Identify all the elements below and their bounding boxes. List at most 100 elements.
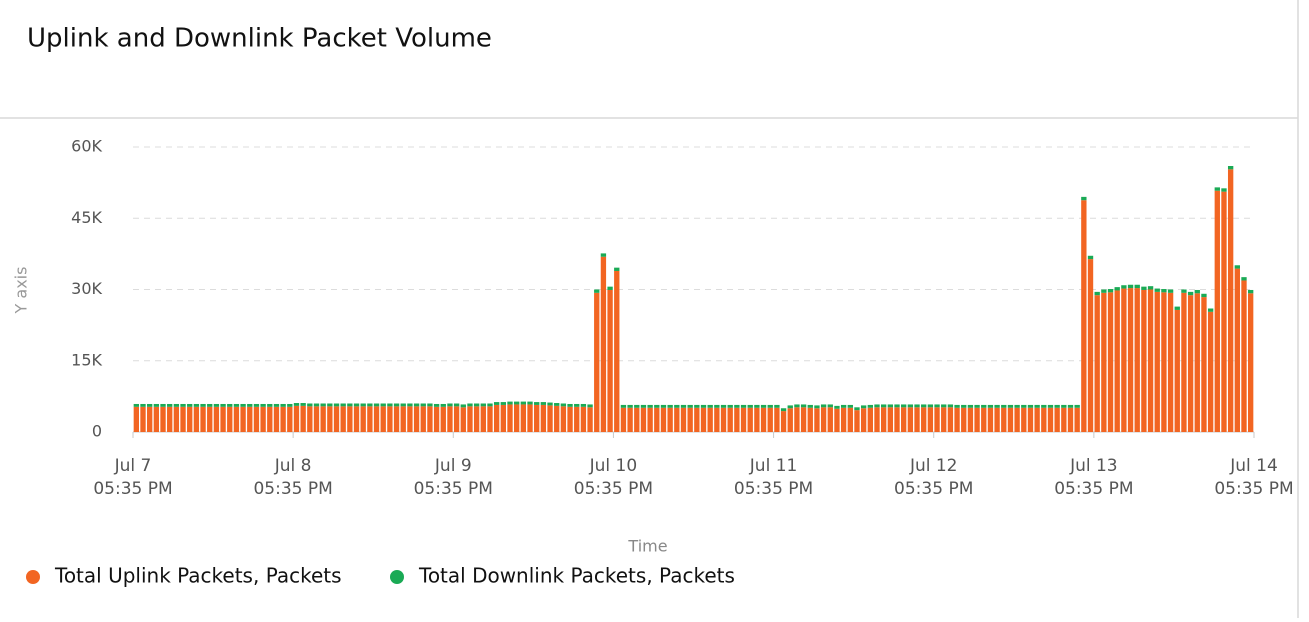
bar-segment — [387, 403, 393, 407]
bar-segment — [1014, 404, 1020, 408]
bar-segment — [594, 289, 600, 293]
bar-segment — [540, 402, 547, 405]
bar-segment — [493, 402, 500, 405]
bar-segment — [714, 404, 720, 408]
bar-segment — [1234, 268, 1240, 432]
bar-segment — [1187, 291, 1194, 296]
bar-segment — [780, 408, 787, 412]
bar-segment — [1047, 404, 1054, 408]
bar-segment — [1094, 295, 1100, 432]
bar-segment — [1227, 169, 1234, 432]
x-tick-time: 05:35 PM — [253, 479, 332, 499]
x-tick-label: Jul 14 05:35 PM — [1214, 456, 1293, 499]
bar-segment — [814, 408, 820, 432]
bar-segment — [367, 403, 373, 407]
bar-segment — [287, 406, 293, 432]
bar-segment — [887, 404, 894, 408]
bar-segment — [320, 406, 326, 432]
bar-segment — [600, 253, 607, 257]
bar-segment — [881, 407, 887, 432]
bar-segment — [233, 406, 240, 432]
bar-segment — [520, 401, 527, 405]
bar-segment — [187, 406, 193, 432]
bar-segment — [554, 403, 560, 406]
bar-segment — [453, 406, 460, 432]
bar-segment — [353, 406, 360, 432]
bar-segment — [707, 404, 713, 408]
bar-segment — [280, 403, 286, 407]
bar-segment — [487, 403, 493, 407]
x-tick-time: 05:35 PM — [734, 479, 813, 499]
bar-segment — [200, 403, 206, 407]
y-tick-label: 45K — [71, 208, 102, 227]
bar-segment — [147, 403, 153, 407]
bar-segment — [794, 404, 800, 408]
bar-segment — [760, 404, 767, 408]
bar-segment — [614, 267, 620, 271]
bar-segment — [1161, 292, 1167, 432]
bar-segment — [387, 406, 393, 432]
bar-segment — [340, 406, 346, 432]
bar-segment — [420, 403, 426, 407]
bar-segment — [313, 406, 320, 432]
bar-segment — [580, 406, 587, 432]
bar-segment — [1101, 292, 1107, 432]
bar-segment — [347, 406, 353, 432]
bar-segment — [814, 405, 820, 409]
bar-segment — [173, 406, 180, 432]
bar-segment — [667, 404, 673, 408]
bar-segment — [1014, 407, 1020, 432]
bar-segment — [854, 407, 860, 411]
bar-segment — [987, 404, 994, 408]
bar-segment — [167, 403, 173, 407]
bar-segment — [227, 406, 233, 432]
bar-segment — [514, 401, 520, 405]
bar-segment — [507, 401, 513, 405]
bar-segment — [874, 404, 880, 408]
bar-segment — [967, 404, 974, 408]
bar-segment — [1134, 284, 1140, 289]
bar-segment — [307, 406, 313, 432]
bar-segment — [640, 407, 647, 432]
bar-segment — [1241, 277, 1247, 281]
bar-segment — [680, 407, 687, 432]
bar-segment — [507, 404, 513, 432]
bar-segment — [147, 406, 153, 432]
bar-segment — [333, 406, 340, 432]
bar-segment — [694, 407, 700, 432]
bar-segment — [1034, 404, 1040, 408]
bar-segment — [167, 406, 173, 432]
bar-segment — [740, 407, 747, 432]
bar-segment — [720, 407, 727, 432]
bar-segment — [1127, 284, 1134, 289]
bar-segment — [500, 404, 506, 432]
bar-segment — [473, 406, 480, 432]
bar-segment — [140, 403, 146, 407]
bar-segment — [240, 406, 246, 432]
bar-segment — [860, 408, 867, 432]
bar-segment — [894, 407, 900, 432]
bar-segment — [914, 407, 920, 432]
bar-segment — [1074, 404, 1080, 408]
x-tick-time: 05:35 PM — [414, 479, 493, 499]
bar-segment — [447, 406, 453, 432]
bar-segment — [907, 407, 914, 432]
bar-segment — [514, 404, 520, 432]
bar-segment — [800, 407, 807, 432]
bar-segment — [1207, 308, 1214, 312]
bar-segment — [407, 406, 413, 432]
bar-segment — [1181, 292, 1187, 432]
bar-segment — [947, 407, 954, 432]
bar-segment — [660, 407, 667, 432]
bar-segment — [253, 403, 260, 407]
legend-label: Total Downlink Packets, Packets — [418, 564, 735, 588]
bar-segment — [887, 407, 894, 432]
bar-segment — [1107, 292, 1114, 432]
bar-segment — [433, 403, 440, 407]
bar-segment — [567, 403, 573, 407]
bar-segment — [1121, 285, 1127, 289]
x-tick-date: Jul 11 — [749, 456, 798, 476]
bar-segment — [527, 401, 533, 405]
bar-segment — [380, 403, 386, 407]
bar-segment — [433, 406, 440, 432]
